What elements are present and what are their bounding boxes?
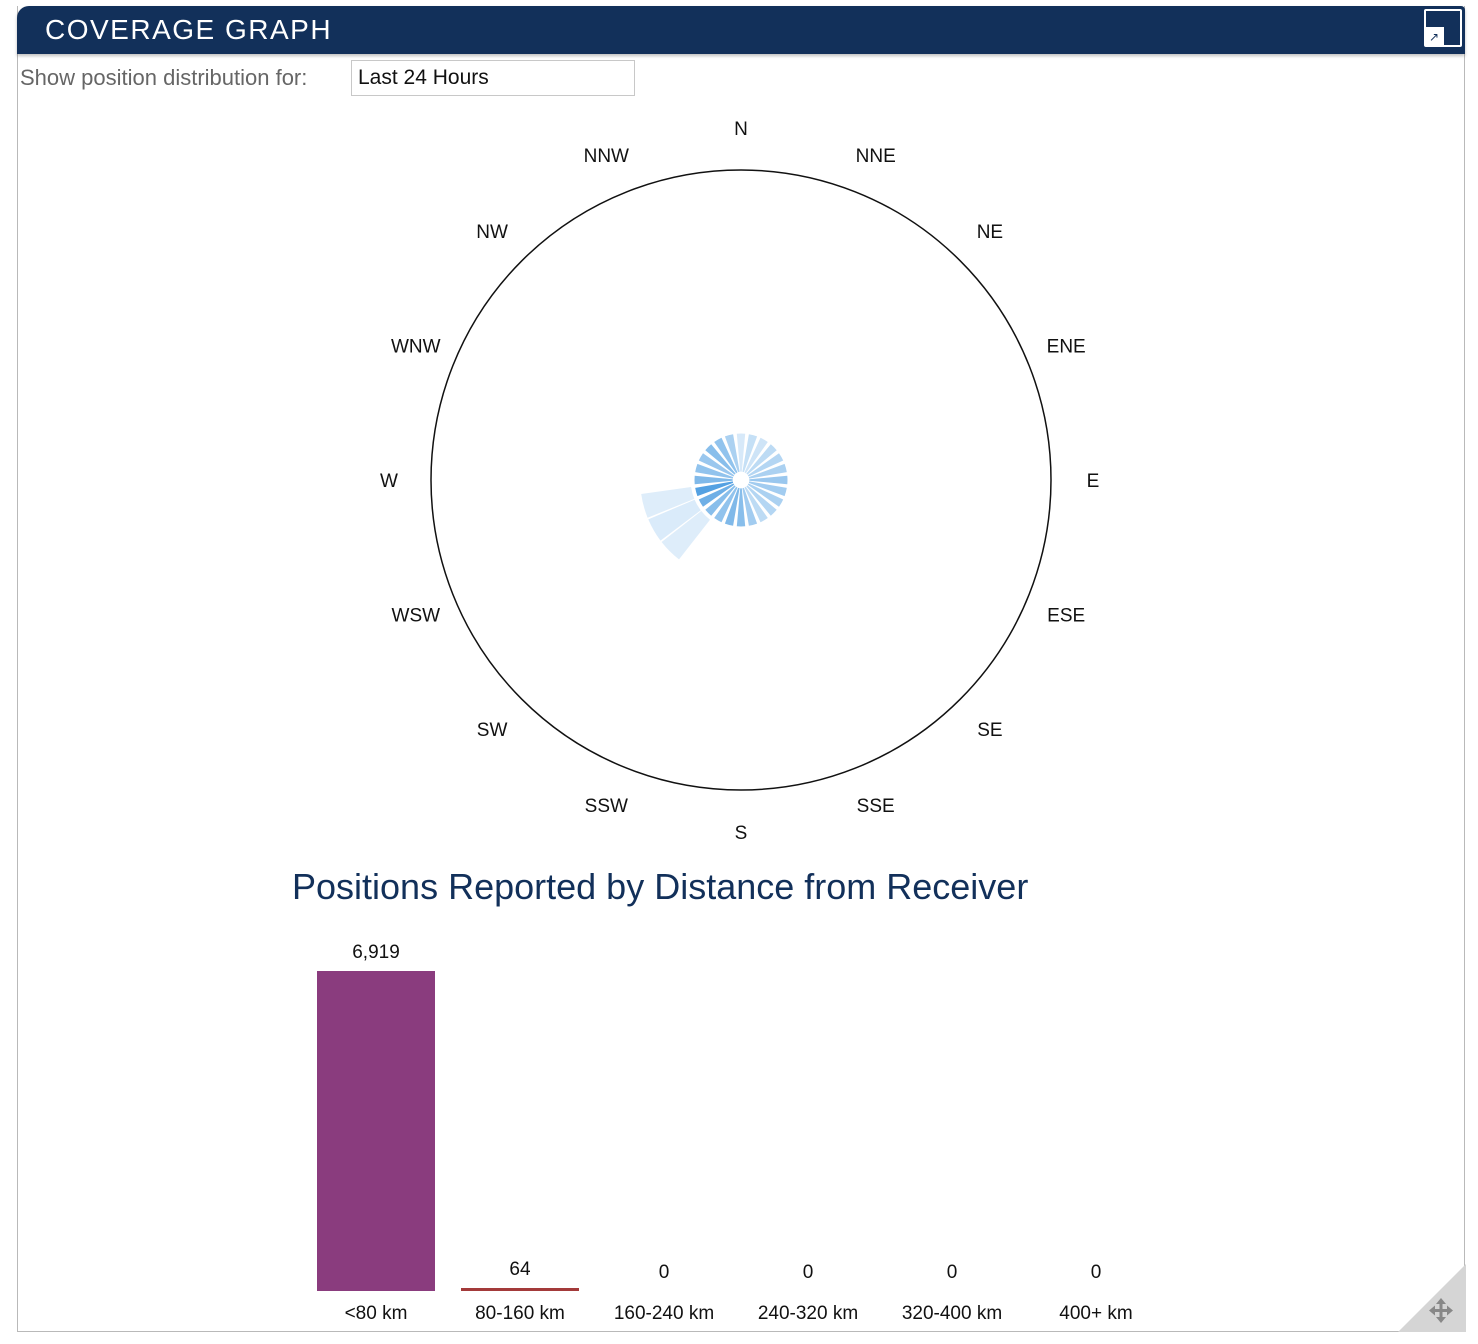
bar-category-label: 320-400 km [902,1303,1002,1324]
rose-sector [742,434,758,473]
rose-outer-sectors [641,487,710,560]
compass-label-wsw: WSW [392,606,441,627]
coverage-graph-panel [17,6,1465,1332]
compass-label-wnw: WNW [391,336,441,357]
rose-outer-sector [648,499,701,541]
compass-label-nw: NW [476,222,508,243]
bar-category-label: 160-240 km [614,1303,714,1324]
compass-label-nnw: NNW [584,146,629,167]
compass-label-w: W [380,471,398,492]
bar-value-label: 0 [803,1262,814,1283]
coverage-rose-chart: N NNE NE ENE E ESE SE SSE S SSW SW WSW W WNW NW NNW [380,119,1099,844]
bar-category-label: 80-160 km [475,1303,565,1324]
compass-label-ese: ESE [1047,606,1085,627]
rose-sector [695,481,734,497]
rose-sector [746,485,777,516]
bar-category-label: <80 km [345,1303,408,1324]
rose-sector [746,444,777,475]
bar-category-label: 400+ km [1059,1303,1132,1324]
bar-1[interactable] [461,1288,579,1291]
rose-sector [698,453,735,477]
rose-sector [747,483,784,507]
rose-sector [744,437,768,474]
bar-value-label: 0 [1091,1262,1102,1283]
compass-label-ne: NE [977,222,1003,243]
panel-title: COVERAGE GRAPH [45,14,333,45]
rose-sector [747,453,784,477]
bar-0[interactable] [317,971,435,1291]
rose-sectors [694,433,788,527]
move-resize-handle[interactable] [1398,1264,1466,1332]
rose-sector [698,483,735,507]
maximize-button[interactable]: ↗ [1424,9,1462,47]
compass-label-se: SE [977,720,1002,741]
compass-label-sse: SSE [857,796,895,817]
rose-sector [694,475,733,485]
bar-value-label: 6,919 [352,942,400,963]
rose-sector [742,487,758,526]
rose-sector [748,463,787,479]
compass-label-e: E [1087,471,1100,492]
compass-labels: N NNE NE ENE E ESE SE SSE S SSW SW WSW W WNW NW NNW [380,119,1099,844]
rose-outer-sector [641,487,695,518]
bars: 6,919 <80 km 64 80-160 km 0 160-240 km 0 240-32… [317,942,1133,1324]
time-range-select[interactable]: Last 24 Hours [351,60,635,96]
rose-sector [714,437,738,474]
range-ring [430,169,1052,791]
rose-sector [748,481,787,497]
rose-sector [705,444,736,475]
rose-sector [744,486,768,523]
move-resize-icon [1429,1298,1453,1323]
chart-title: Positions Reported by Distance from Rece… [292,866,1029,907]
rose-sector [736,488,746,527]
bar-category-label: 240-320 km [758,1303,858,1324]
compass-label-s: S [735,823,748,844]
rose-sector [724,487,740,526]
compass-label-nne: NNE [856,146,896,167]
rose-sector [695,463,734,479]
rose-sector [724,434,740,473]
compass-label-sw: SW [477,720,508,741]
rose-sector [705,485,736,516]
bar-value-label: 0 [659,1262,670,1283]
rose-sector [714,486,738,523]
maximize-icon: ↗ [1426,27,1444,45]
panel-title-bar[interactable]: COVERAGE GRAPH ↗ [17,6,1465,54]
rose-sector [749,475,788,485]
bar-value-label: 64 [509,1259,531,1280]
compass-label-ssw: SSW [585,796,628,817]
filter-label: Show position distribution for: [20,65,308,90]
bar-value-label: 0 [947,1262,958,1283]
rose-sector [736,433,746,472]
compass-label-ene: ENE [1047,336,1086,357]
compass-label-n: N [734,119,748,140]
rose-outer-sector [661,511,710,560]
resize-corner [1398,1264,1466,1332]
